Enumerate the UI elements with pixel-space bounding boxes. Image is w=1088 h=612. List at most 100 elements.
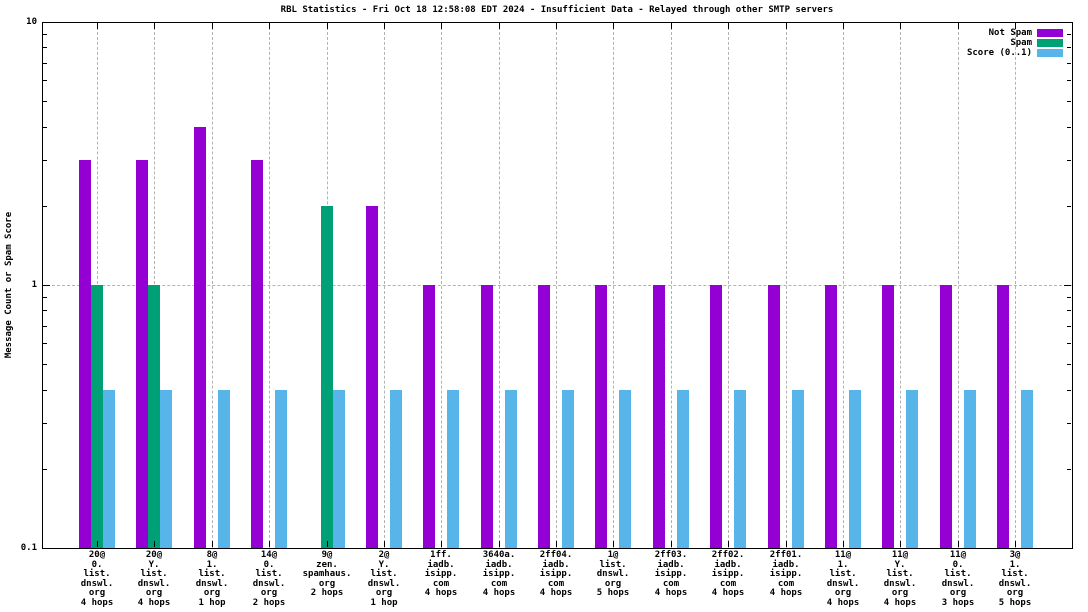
bar-not-spam: [481, 285, 493, 548]
y-minor-tick: [43, 326, 47, 327]
bar-not-spam: [366, 206, 378, 548]
x-tick-label: 14@ 0. list. dnswl. org 2 hops: [252, 550, 286, 608]
y-minor-tick: [1067, 326, 1071, 327]
x-tick: [269, 541, 270, 547]
x-tick: [671, 23, 672, 29]
x-tick-label: 2@ Y. list. dnswl. org 1 hop: [367, 550, 401, 608]
x-tick: [556, 541, 557, 547]
bar-score-0-1: [562, 390, 574, 548]
x-tick: [728, 541, 729, 547]
x-tick: [1015, 23, 1016, 29]
x-tick: [212, 23, 213, 29]
y-minor-tick: [43, 101, 47, 102]
x-tick-label: 2ff02. iadb. isipp. com 4 hops: [711, 550, 745, 598]
x-tick: [499, 23, 500, 29]
x-tick: [958, 541, 959, 547]
x-tick-label: 11@ 0. list. dnswl. org 3 hops: [941, 550, 975, 608]
bar-spam: [321, 206, 333, 548]
y-minor-tick: [43, 343, 47, 344]
legend-label-spam: Spam: [1010, 38, 1032, 48]
x-tick-label: 2ff03. iadb. isipp. com 4 hops: [654, 550, 688, 598]
x-tick-label: 11@ Y. list. dnswl. org 4 hops: [883, 550, 917, 608]
x-tick: [327, 23, 328, 29]
x-tick: [441, 23, 442, 29]
x-tick: [958, 23, 959, 29]
x-tick: [671, 541, 672, 547]
bar-score-0-1: [906, 390, 918, 548]
bar-not-spam: [940, 285, 952, 548]
y-minor-tick: [43, 160, 47, 161]
y-minor-tick: [1067, 364, 1071, 365]
bar-not-spam: [79, 160, 91, 548]
bar-score-0-1: [1021, 390, 1033, 548]
bar-score-0-1: [390, 390, 402, 548]
bar-not-spam: [538, 285, 550, 548]
y-major-tick: [43, 22, 50, 23]
y-minor-tick: [43, 34, 47, 35]
y-minor-tick: [1067, 297, 1071, 298]
bar-spam: [91, 285, 103, 548]
y-minor-tick: [1067, 390, 1071, 391]
x-tick: [900, 541, 901, 547]
x-tick: [327, 541, 328, 547]
x-tick: [384, 541, 385, 547]
x-tick: [441, 541, 442, 547]
bar-score-0-1: [447, 390, 459, 548]
x-tick: [843, 541, 844, 547]
y-minor-tick: [43, 63, 47, 64]
bar-score-0-1: [677, 390, 689, 548]
bar-score-0-1: [849, 390, 861, 548]
x-tick: [613, 541, 614, 547]
plot-border: [42, 22, 1073, 549]
y-minor-tick: [1067, 63, 1071, 64]
legend-label-not-spam: Not Spam: [988, 28, 1032, 38]
x-tick-label: 1ff. iadb. isipp. com 4 hops: [424, 550, 458, 598]
y-minor-tick: [1067, 206, 1071, 207]
x-tick-label: 20@ Y. list. dnswl. org 4 hops: [137, 550, 171, 608]
bar-not-spam: [825, 285, 837, 548]
x-tick: [384, 23, 385, 29]
bar-score-0-1: [792, 390, 804, 548]
bar-not-spam: [251, 160, 263, 548]
bar-not-spam: [423, 285, 435, 548]
y-minor-tick: [1067, 469, 1071, 470]
bar-score-0-1: [160, 390, 172, 548]
chart-title: RBL Statistics - Fri Oct 18 12:58:08 EDT…: [280, 5, 834, 15]
y-minor-tick: [1067, 34, 1071, 35]
y-minor-tick: [43, 390, 47, 391]
y-minor-tick: [1067, 343, 1071, 344]
x-tick: [786, 541, 787, 547]
y-minor-tick: [1067, 101, 1071, 102]
bar-not-spam: [997, 285, 1009, 548]
y-minor-tick: [1067, 423, 1071, 424]
x-tick-label: 20@ 0. list. dnswl. org 4 hops: [80, 550, 114, 608]
x-tick: [154, 23, 155, 29]
y-minor-tick: [43, 80, 47, 81]
x-tick: [900, 23, 901, 29]
y-minor-tick: [43, 423, 47, 424]
legend-swatch-spam: [1037, 39, 1063, 47]
y-tick-label: 0.1: [20, 543, 37, 553]
bar-not-spam: [136, 160, 148, 548]
x-tick: [97, 23, 98, 29]
bar-score-0-1: [505, 390, 517, 548]
x-tick-label: 3640a. iadb. isipp. com 4 hops: [482, 550, 516, 598]
bar-score-0-1: [275, 390, 287, 548]
bar-not-spam: [194, 127, 206, 548]
x-tick: [728, 23, 729, 29]
x-tick: [269, 23, 270, 29]
y-tick-label: 1: [31, 280, 37, 290]
y-major-tick: [1064, 548, 1071, 549]
x-tick: [786, 23, 787, 29]
x-tick-label: 2ff01. iadb. isipp. com 4 hops: [769, 550, 803, 598]
x-tick: [154, 541, 155, 547]
y-minor-tick: [1067, 310, 1071, 311]
y-minor-tick: [1067, 47, 1071, 48]
legend-label-score-0-1: Score (0..1): [966, 48, 1032, 58]
bar-not-spam: [768, 285, 780, 548]
y-major-tick: [1064, 285, 1071, 286]
y-minor-tick: [43, 469, 47, 470]
bar-not-spam: [653, 285, 665, 548]
